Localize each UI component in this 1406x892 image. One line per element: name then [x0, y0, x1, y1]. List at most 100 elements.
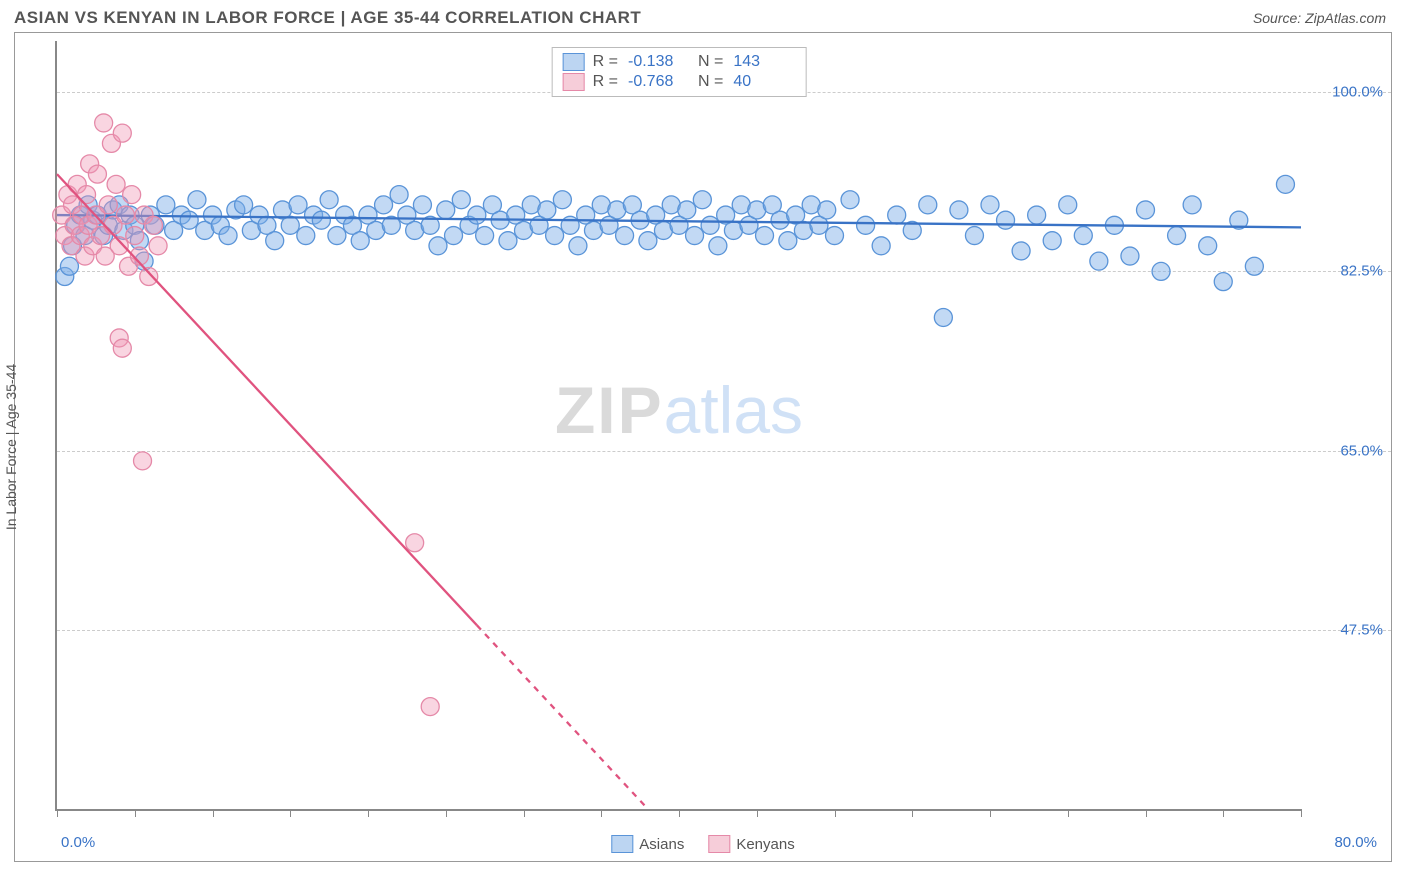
- data-point: [1245, 257, 1263, 275]
- x-tick: [912, 809, 913, 817]
- data-point: [289, 196, 307, 214]
- data-point: [468, 206, 486, 224]
- legend-row: R = -0.138 N = 143: [563, 52, 796, 72]
- legend-swatch: [563, 73, 585, 91]
- data-point: [686, 227, 704, 245]
- y-tick-label: 82.5%: [1340, 263, 1383, 280]
- data-point: [413, 196, 431, 214]
- x-tick: [524, 809, 525, 817]
- data-point: [421, 698, 439, 716]
- legend-r-label: R =: [593, 53, 618, 71]
- x-tick: [1068, 809, 1069, 817]
- data-point: [88, 165, 106, 183]
- data-point: [841, 191, 859, 209]
- data-point: [266, 232, 284, 250]
- plot-svg: [57, 41, 1301, 809]
- legend-row: R = -0.768 N = 40: [563, 72, 796, 92]
- x-tick: [213, 809, 214, 817]
- data-point: [965, 227, 983, 245]
- data-point: [476, 227, 494, 245]
- data-point: [1168, 227, 1186, 245]
- data-point: [406, 534, 424, 552]
- legend-swatch: [611, 835, 633, 853]
- data-point: [934, 308, 952, 326]
- y-axis-label: In Labor Force | Age 35-44: [3, 364, 19, 530]
- data-point: [320, 191, 338, 209]
- data-point: [1043, 232, 1061, 250]
- data-point: [639, 232, 657, 250]
- data-point: [997, 211, 1015, 229]
- data-point: [375, 196, 393, 214]
- data-point: [1199, 237, 1217, 255]
- x-axis-max: 80.0%: [1334, 834, 1377, 851]
- legend-n-value: 40: [733, 73, 795, 91]
- data-point: [188, 191, 206, 209]
- trend-line-dashed: [477, 625, 648, 809]
- data-point: [1059, 196, 1077, 214]
- data-point: [1028, 206, 1046, 224]
- data-point: [60, 257, 78, 275]
- data-point: [1276, 175, 1294, 193]
- legend-n-value: 143: [733, 53, 795, 71]
- data-point: [113, 339, 131, 357]
- data-point: [553, 191, 571, 209]
- data-point: [872, 237, 890, 255]
- y-tick-label: 100.0%: [1332, 84, 1383, 101]
- x-tick: [1301, 809, 1302, 817]
- legend-r-value: -0.138: [628, 53, 690, 71]
- plot-area: R = -0.138 N = 143 R = -0.768 N = 40 ZIP…: [55, 41, 1301, 811]
- data-point: [445, 227, 463, 245]
- series-label: Kenyans: [736, 836, 794, 853]
- data-point: [538, 201, 556, 219]
- data-point: [126, 227, 144, 245]
- x-tick: [135, 809, 136, 817]
- data-point: [1137, 201, 1155, 219]
- legend-n-label: N =: [698, 73, 723, 91]
- legend-swatch: [708, 835, 730, 853]
- data-point: [140, 268, 158, 286]
- chart-container: In Labor Force | Age 35-44 R = -0.138 N …: [14, 32, 1392, 862]
- data-point: [779, 232, 797, 250]
- data-point: [281, 216, 299, 234]
- correlation-legend: R = -0.138 N = 143 R = -0.768 N = 40: [552, 47, 807, 97]
- data-point: [99, 196, 117, 214]
- data-point: [678, 201, 696, 219]
- legend-r-value: -0.768: [628, 73, 690, 91]
- data-point: [950, 201, 968, 219]
- data-point: [312, 211, 330, 229]
- data-point: [1152, 262, 1170, 280]
- data-point: [569, 237, 587, 255]
- series-legend: Asians Kenyans: [611, 835, 794, 853]
- data-point: [1214, 273, 1232, 291]
- y-tick-label: 47.5%: [1340, 621, 1383, 638]
- x-tick: [601, 809, 602, 817]
- x-tick: [679, 809, 680, 817]
- data-point: [701, 216, 719, 234]
- data-point: [95, 114, 113, 132]
- data-point: [437, 201, 455, 219]
- x-tick: [446, 809, 447, 817]
- x-tick: [1223, 809, 1224, 817]
- data-point: [616, 227, 634, 245]
- data-point: [351, 232, 369, 250]
- x-axis-min: 0.0%: [61, 834, 95, 851]
- data-point: [429, 237, 447, 255]
- data-point: [134, 452, 152, 470]
- data-point: [78, 186, 96, 204]
- x-tick: [57, 809, 58, 817]
- data-point: [818, 201, 836, 219]
- chart-title: ASIAN VS KENYAN IN LABOR FORCE | AGE 35-…: [14, 8, 641, 28]
- data-point: [1074, 227, 1092, 245]
- legend-swatch: [563, 53, 585, 71]
- data-point: [328, 227, 346, 245]
- series-label: Asians: [639, 836, 684, 853]
- data-point: [499, 232, 517, 250]
- x-tick: [368, 809, 369, 817]
- x-tick: [990, 809, 991, 817]
- data-point: [297, 227, 315, 245]
- data-point: [1012, 242, 1030, 260]
- data-point: [546, 227, 564, 245]
- data-point: [123, 186, 141, 204]
- data-point: [888, 206, 906, 224]
- data-point: [390, 186, 408, 204]
